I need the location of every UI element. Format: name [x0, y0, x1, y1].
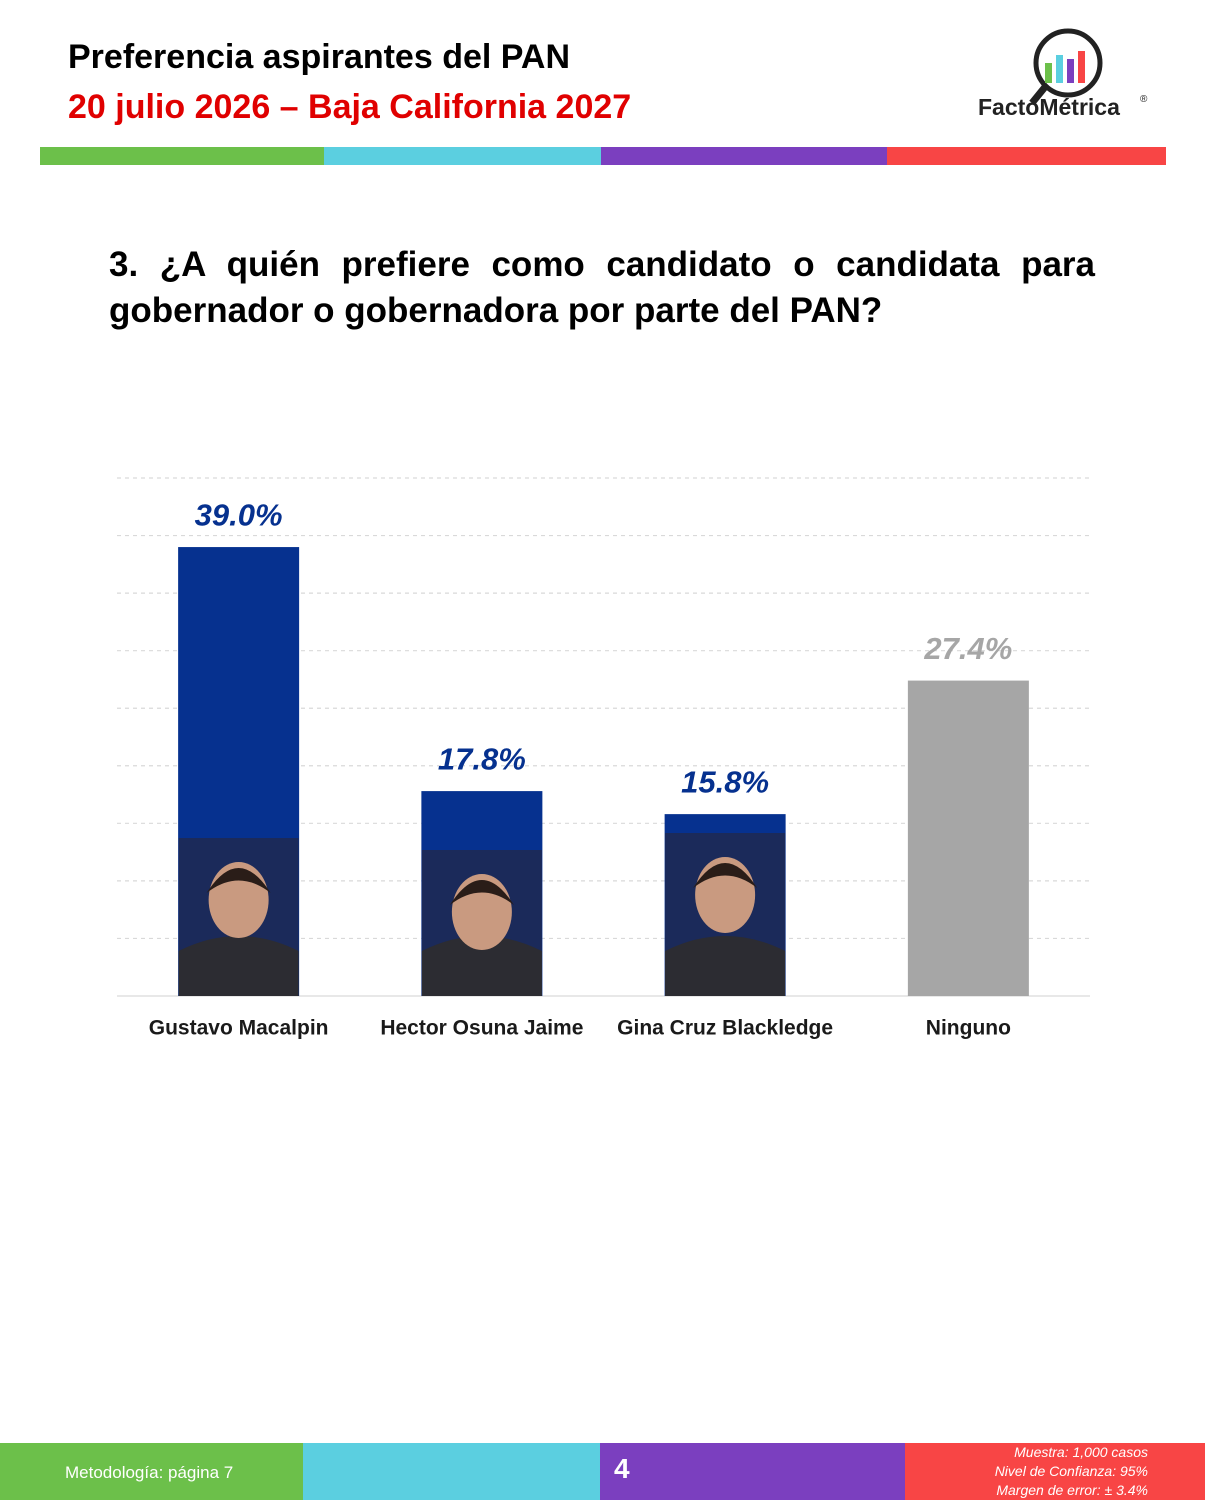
value-label: 15.8%	[681, 764, 769, 799]
footer-purple: 4	[600, 1443, 905, 1500]
candidate-photo	[178, 838, 299, 996]
title: Preferencia aspirantes del PAN	[68, 38, 571, 76]
bar	[907, 680, 1029, 996]
value-label: 39.0%	[195, 497, 283, 532]
note: Muestra: 1,000 casos	[1014, 1444, 1148, 1460]
candidate-photo	[665, 833, 786, 996]
footer-cyan	[303, 1443, 600, 1500]
methodology: Metodología: página 7	[65, 1463, 234, 1482]
chart: Gustavo Macalpin 39.0% Hector Osuna Jaime 1…	[117, 477, 1090, 1040]
note: Margen de error: ± 3.4%	[996, 1482, 1148, 1498]
logo: FactoMétrica ®	[978, 28, 1148, 120]
logo-mark: ®	[1140, 94, 1148, 105]
value-label: 27.4%	[923, 631, 1012, 666]
notes: Muestra: 1,000 casos Nivel de Confianza:…	[995, 1443, 1148, 1500]
candidate-photo	[421, 850, 542, 996]
subtitle: 20 julio 2026 – Baja California 2027	[68, 88, 632, 126]
note: Nivel de Confianza: 95%	[994, 1463, 1148, 1479]
page-number: 4	[614, 1453, 630, 1484]
value-label: 17.8%	[438, 741, 526, 776]
question: 3. ¿A quién prefiere como candidato o ca…	[109, 245, 1095, 330]
x-tick-label: Hector Osuna Jaime	[380, 1017, 583, 1040]
logo-text: FactoMétrica	[978, 94, 1120, 120]
footer-red: Muestra: 1,000 casos Nivel de Confianza:…	[905, 1443, 1205, 1500]
x-tick-label: Ninguno	[926, 1017, 1011, 1040]
x-tick-label: Gustavo Macalpin	[149, 1017, 329, 1040]
footer-green: Metodología: página 7	[0, 1443, 303, 1500]
color-stripe	[40, 147, 1166, 165]
x-tick-label: Gina Cruz Blackledge	[617, 1017, 833, 1040]
